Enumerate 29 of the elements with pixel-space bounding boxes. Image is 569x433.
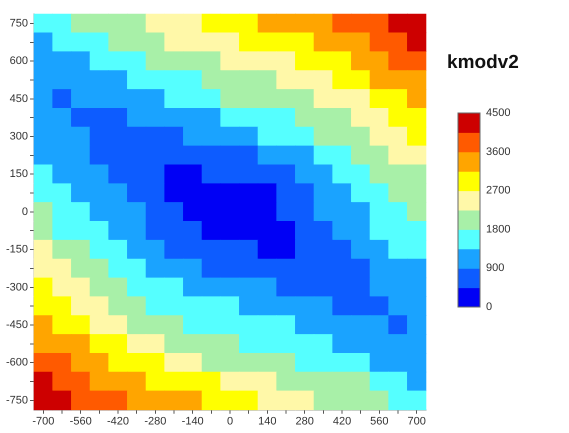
color-bar-label: 0 xyxy=(486,301,492,314)
y-tick-label: -150 xyxy=(6,244,28,256)
x-tick-label: 700 xyxy=(407,415,426,428)
x-tick-label: 140 xyxy=(258,415,277,428)
x-tick-label: -280 xyxy=(144,415,166,428)
x-tick-label: 420 xyxy=(332,415,352,428)
x-tick-label: -560 xyxy=(70,415,92,428)
x-tick-label: -420 xyxy=(106,415,130,428)
color-bar-label: 2700 xyxy=(486,184,510,197)
color-bar-label: 1800 xyxy=(486,223,510,236)
y-tick-label: 450 xyxy=(10,92,28,105)
x-tick-label: -700 xyxy=(32,415,54,428)
color-bar-label: 900 xyxy=(486,262,504,274)
y-tick-label: 300 xyxy=(10,130,28,143)
y-tick-label: -450 xyxy=(6,319,28,332)
y-tick-label: 0 xyxy=(22,206,28,218)
x-tick-label: -140 xyxy=(182,415,204,428)
y-tick-label: -600 xyxy=(6,356,28,369)
y-tick-label: 150 xyxy=(10,168,28,180)
y-tick-label: 750 xyxy=(10,17,28,30)
y-tick-label: 600 xyxy=(10,55,28,68)
color-bar-label: 3600 xyxy=(486,146,510,158)
y-tick-label: -750 xyxy=(6,394,28,406)
color-bar-title: kmodv2 xyxy=(447,52,519,74)
color-bar-label: 4500 xyxy=(486,107,510,120)
y-tick-label: -300 xyxy=(6,281,28,294)
x-tick-label: 560 xyxy=(370,415,389,428)
x-tick-label: 280 xyxy=(295,415,314,428)
x-tick-label: 0 xyxy=(226,415,234,428)
